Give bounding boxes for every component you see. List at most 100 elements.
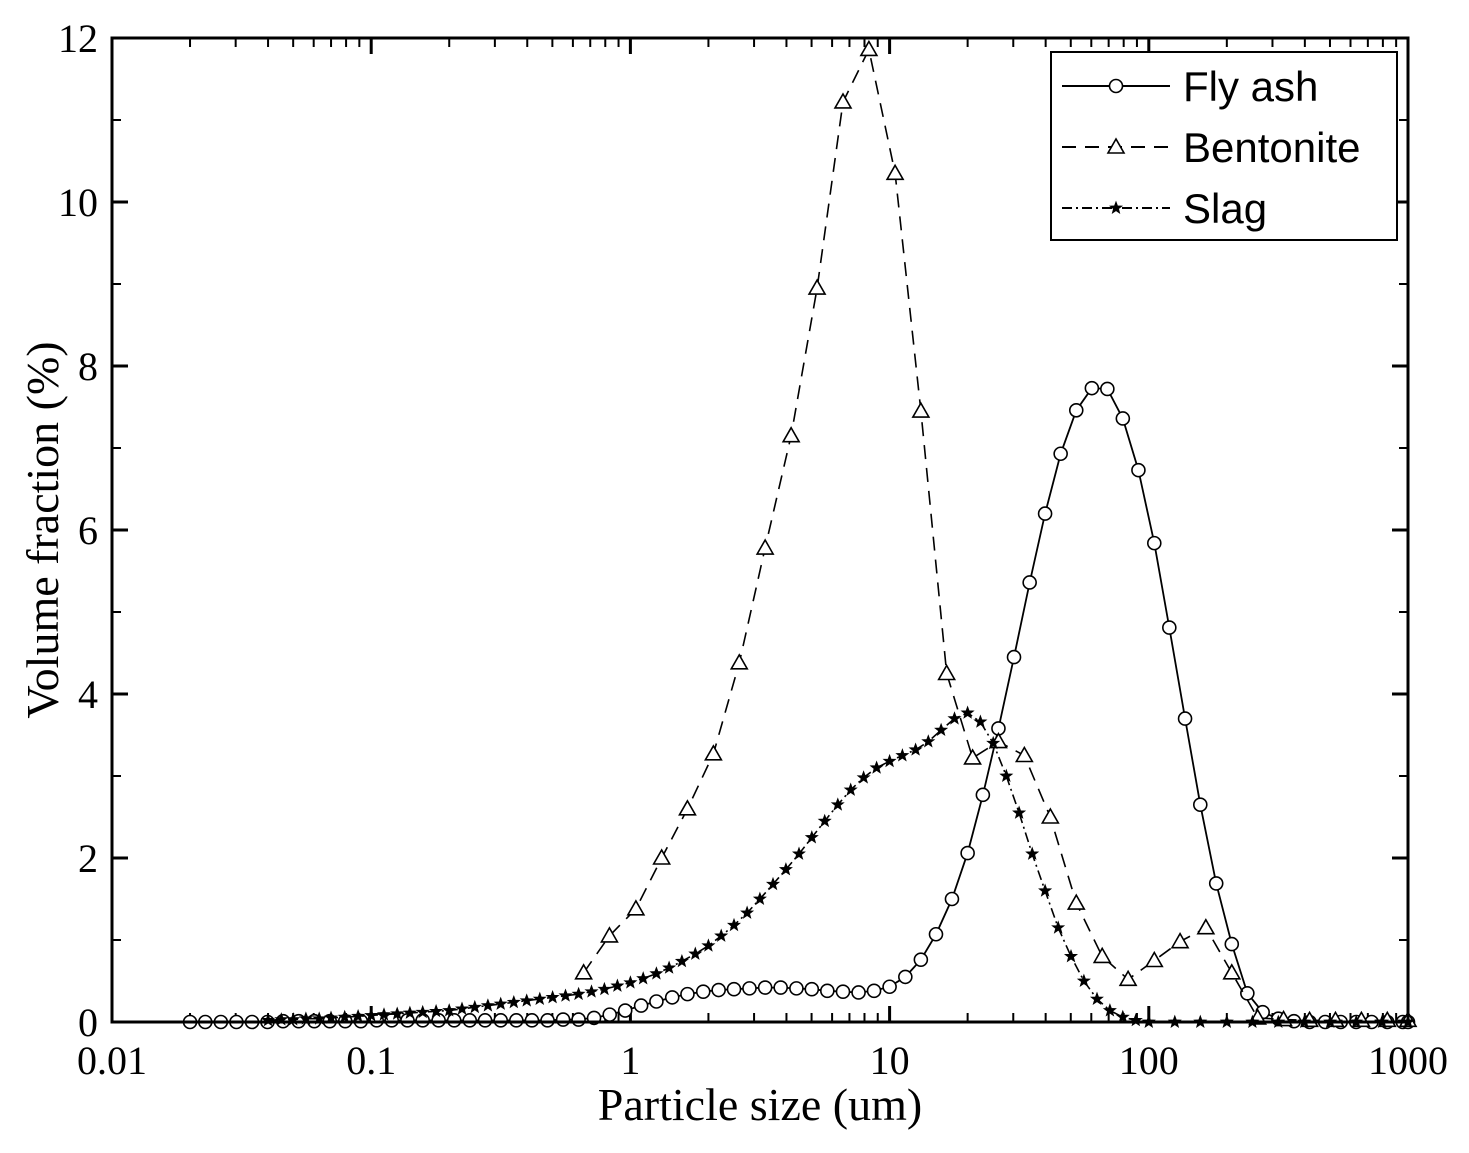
data-point xyxy=(711,982,726,998)
data-point xyxy=(1040,807,1060,824)
data-point xyxy=(882,753,897,768)
data-point xyxy=(524,1013,540,1028)
data-point xyxy=(623,975,638,989)
data-point xyxy=(597,981,612,996)
data-point xyxy=(820,983,835,999)
data-point xyxy=(921,734,936,748)
data-point xyxy=(807,278,827,295)
data-point xyxy=(1240,985,1255,1001)
data-point xyxy=(442,1003,457,1017)
data-point xyxy=(493,1013,509,1028)
data-point xyxy=(1025,846,1040,860)
data-point xyxy=(765,876,781,891)
legend-label: Slag xyxy=(1183,185,1267,232)
data-point xyxy=(882,979,897,995)
data-point xyxy=(742,981,757,996)
data-point xyxy=(726,981,742,997)
data-point xyxy=(833,92,853,109)
data-point xyxy=(351,1008,366,1023)
data-point xyxy=(532,991,547,1006)
data-point xyxy=(714,928,729,942)
data-point xyxy=(773,980,788,995)
data-point xyxy=(540,1013,555,1028)
data-point xyxy=(1170,932,1190,949)
data-point xyxy=(937,663,957,681)
data-point xyxy=(1053,446,1068,462)
legend: Fly ash Bentonite Slag xyxy=(1050,51,1398,241)
data-point xyxy=(480,998,495,1012)
data-point xyxy=(911,401,931,418)
plot-area-frame xyxy=(110,36,1410,1024)
data-point xyxy=(1224,936,1240,952)
data-point xyxy=(804,981,820,997)
data-point xyxy=(757,980,773,995)
data-point xyxy=(1068,402,1084,418)
data-point xyxy=(1037,506,1053,521)
data-point xyxy=(558,988,573,1002)
data-point xyxy=(986,735,1001,750)
data-point xyxy=(960,705,975,719)
y-tick-label: 12 xyxy=(58,16,98,61)
legend-marker xyxy=(1106,137,1126,154)
data-point xyxy=(1066,893,1086,910)
data-point xyxy=(817,813,832,828)
data-point xyxy=(1115,1009,1130,1024)
data-point xyxy=(506,994,521,1009)
data-point xyxy=(1146,535,1162,551)
data-point xyxy=(584,984,599,998)
data-point xyxy=(636,971,651,985)
data-point xyxy=(1222,963,1242,980)
data-point xyxy=(1115,411,1131,426)
data-point xyxy=(1100,381,1115,397)
data-point xyxy=(701,938,716,952)
data-point xyxy=(960,845,975,861)
data-point xyxy=(415,1004,430,1019)
y-tick-label: 4 xyxy=(78,672,98,717)
data-point xyxy=(626,899,646,916)
data-point xyxy=(729,653,749,670)
data-point xyxy=(1012,805,1027,819)
data-point xyxy=(866,983,882,999)
data-point xyxy=(1092,946,1112,964)
data-point xyxy=(1102,1003,1117,1017)
data-point xyxy=(652,848,672,865)
data-point xyxy=(778,862,793,876)
data-point xyxy=(477,1013,493,1028)
x-tick-label: 1 xyxy=(620,1038,640,1083)
data-point xyxy=(1144,950,1164,968)
data-point xyxy=(1089,991,1104,1006)
data-point xyxy=(1076,973,1091,988)
data-point xyxy=(462,1013,478,1028)
x-tick-label: 0.01 xyxy=(77,1038,147,1083)
data-point xyxy=(467,999,482,1014)
data-point xyxy=(390,1006,405,1020)
data-point xyxy=(928,926,944,942)
data-point xyxy=(859,39,879,57)
data-point xyxy=(1177,711,1193,726)
data-point xyxy=(934,722,949,736)
data-point xyxy=(830,797,845,811)
data-point xyxy=(688,946,703,960)
data-point xyxy=(973,714,988,728)
data-point xyxy=(555,1012,571,1027)
data-point xyxy=(843,782,858,796)
data-point xyxy=(509,1013,524,1028)
data-point xyxy=(975,787,991,803)
data-point xyxy=(545,990,560,1004)
y-tick-label: 8 xyxy=(78,344,98,389)
data-point xyxy=(781,426,801,443)
data-point xyxy=(649,994,664,1009)
data-point xyxy=(1192,797,1208,813)
data-point xyxy=(1208,876,1224,891)
y-axis-title: Volume fraction (%) xyxy=(17,341,68,718)
data-point xyxy=(610,978,625,992)
data-point xyxy=(633,998,649,1013)
data-point xyxy=(944,891,960,907)
data-point xyxy=(755,538,775,555)
data-point xyxy=(947,711,962,725)
data-point xyxy=(364,1008,379,1022)
data-point xyxy=(519,993,534,1007)
data-point xyxy=(415,1013,430,1028)
data-point xyxy=(446,1013,462,1028)
